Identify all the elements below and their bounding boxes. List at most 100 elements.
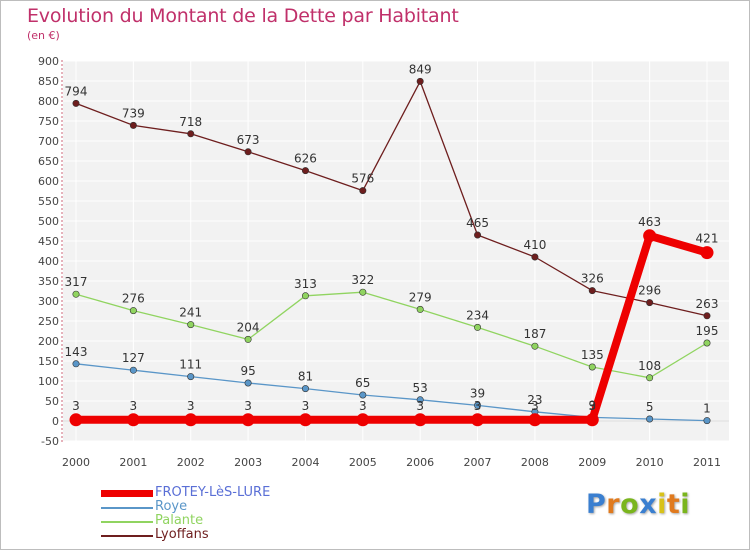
data-label: 3 [416,399,424,413]
data-point [187,373,195,381]
data-point [72,360,80,368]
plot-area [63,61,729,441]
data-point [129,121,137,129]
data-point [646,374,654,382]
data-label: 317 [65,275,88,289]
data-point [244,379,252,387]
data-point [703,339,711,347]
data-label: 465 [466,216,489,230]
data-point [187,130,195,138]
y-tick-label: 750 [38,115,59,128]
data-point [643,229,657,243]
y-tick-label: 350 [38,275,59,288]
x-tick-label: 2005 [349,456,377,469]
y-tick-label: 500 [38,215,59,228]
data-point [703,312,711,320]
data-point [241,413,255,427]
data-label: 421 [696,232,719,246]
data-point [69,413,83,427]
chart-title: Evolution du Montant de la Dette par Hab… [27,5,459,27]
data-point [646,299,654,307]
data-label: 9 [588,398,596,412]
data-label: 463 [638,215,661,229]
data-label: 410 [523,238,546,252]
y-tick-label: 600 [38,175,59,188]
x-tick-label: 2003 [234,456,262,469]
data-label: 95 [240,364,255,378]
axes: -50 0 50 100 150 200 250 300 350 400 450 500 550 600 6… [38,55,721,469]
data-point [700,246,714,260]
data-label: 739 [122,106,145,120]
legend-swatch [101,490,153,497]
data-point [72,99,80,107]
data-point [588,363,596,371]
data-point [244,148,252,156]
y-tick-label: 650 [38,155,59,168]
data-point [531,342,539,350]
x-tick-label: 2000 [62,456,90,469]
data-label: 296 [638,284,661,298]
data-point [359,391,367,399]
data-label: 313 [294,277,317,291]
y-tick-label: -50 [41,435,59,448]
data-label: 3 [359,399,367,413]
y-tick-label: 100 [38,375,59,388]
logo-letter: t [666,489,681,520]
logo-letter: r [606,489,621,520]
legend-swatch [101,521,153,523]
data-label: 326 [581,272,604,286]
y-tick-label: 400 [38,255,59,268]
legend-swatch [101,535,153,537]
data-label: 23 [527,393,542,407]
data-point [72,290,80,298]
data-label: 111 [179,358,202,372]
data-label: 204 [237,320,260,334]
data-label: 263 [696,297,719,311]
legend-label: FROTEY-LèS-LURE [155,485,271,500]
y-tick-label: 550 [38,195,59,208]
x-tick-label: 2001 [119,456,147,469]
y-tick-label: 850 [38,75,59,88]
chart-unit: (en €) [27,29,60,42]
y-tick-label: 900 [38,55,59,68]
data-label: 241 [179,306,202,320]
data-label: 322 [351,273,374,287]
data-point [298,413,312,427]
data-point [129,366,137,374]
x-tick-label: 2002 [177,456,205,469]
logo-letter: i [657,489,667,520]
data-label: 3 [130,399,138,413]
data-point [474,401,482,409]
legend-label: Roye [155,499,188,514]
data-point [585,413,599,427]
proxiti-logo: Proxiti [586,489,690,520]
x-tick-label: 2009 [578,456,606,469]
y-tick-label: 0 [52,415,59,428]
data-point [301,385,309,393]
data-point [646,415,654,423]
data-point [244,335,252,343]
data-point [187,321,195,329]
x-tick-label: 2008 [521,456,549,469]
data-point [359,187,367,195]
data-point [184,413,198,427]
legend-label: Lyoffans [155,527,209,542]
y-tick-label: 700 [38,135,59,148]
data-point [359,288,367,296]
data-label: 39 [470,386,485,400]
series-line [75,80,708,317]
data-label: 673 [237,133,260,147]
logo-letter: o [620,489,640,520]
legend-label: Palante [155,513,204,528]
series-line [72,231,711,424]
y-tick-label: 450 [38,235,59,248]
data-label: 3 [187,399,195,413]
data-label: 1 [703,402,711,416]
data-labels: 794 739 718 673 626 576 849 465 410 326 296 263 317 2… [65,62,719,415]
data-label: 195 [696,324,719,338]
x-tick-label: 2006 [406,456,434,469]
data-label: 3 [244,399,252,413]
data-point [416,77,424,85]
data-point [301,167,309,175]
